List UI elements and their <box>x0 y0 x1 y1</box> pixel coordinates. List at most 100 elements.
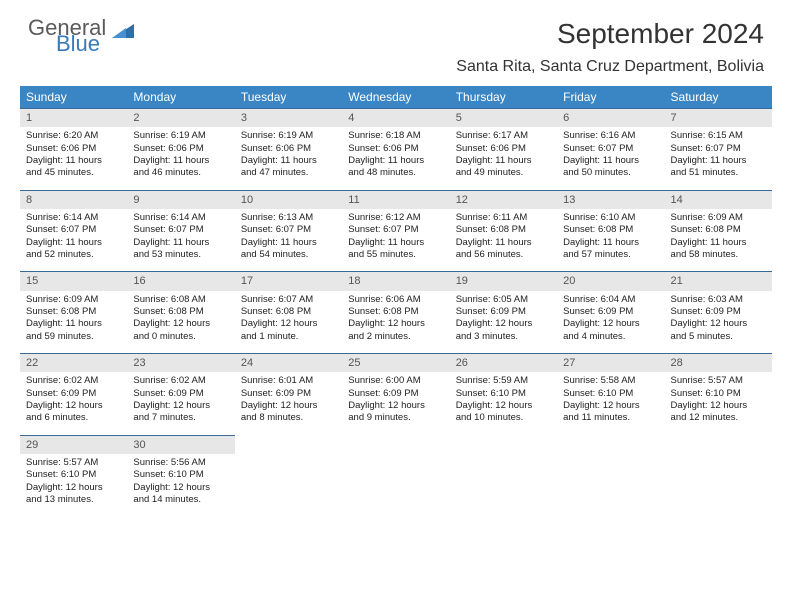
day-sunset-line: Sunset: 6:08 PM <box>671 224 766 236</box>
day-day2-line: and 4 minutes. <box>563 331 658 343</box>
day-sunrise-line: Sunrise: 6:10 AM <box>563 212 658 224</box>
day-details: Sunrise: 6:06 AMSunset: 6:08 PMDaylight:… <box>342 291 449 353</box>
day-day1-line: Daylight: 12 hours <box>348 318 443 330</box>
day-day2-line: and 50 minutes. <box>563 167 658 179</box>
day-day2-line: and 56 minutes. <box>456 249 551 261</box>
day-sunrise-line: Sunrise: 6:12 AM <box>348 212 443 224</box>
day-day1-line: Daylight: 11 hours <box>26 318 121 330</box>
day-number: 21 <box>665 272 772 290</box>
day-details: Sunrise: 6:11 AMSunset: 6:08 PMDaylight:… <box>450 209 557 271</box>
day-number: 2 <box>127 109 234 127</box>
day-day1-line: Daylight: 11 hours <box>456 237 551 249</box>
day-day1-line: Daylight: 11 hours <box>241 237 336 249</box>
calendar-day-cell: 26Sunrise: 5:59 AMSunset: 6:10 PMDayligh… <box>450 354 557 436</box>
brand-logo: General Blue <box>28 18 134 54</box>
day-sunset-line: Sunset: 6:08 PM <box>563 224 658 236</box>
calendar-day-cell: 29Sunrise: 5:57 AMSunset: 6:10 PMDayligh… <box>20 435 127 516</box>
location-subtitle: Santa Rita, Santa Cruz Department, Boliv… <box>456 58 764 76</box>
day-details: Sunrise: 5:59 AMSunset: 6:10 PMDaylight:… <box>450 372 557 434</box>
day-day2-line: and 54 minutes. <box>241 249 336 261</box>
day-header: Saturday <box>665 86 772 109</box>
day-day2-line: and 12 minutes. <box>671 412 766 424</box>
day-day1-line: Daylight: 12 hours <box>241 318 336 330</box>
calendar-day-cell: 10Sunrise: 6:13 AMSunset: 6:07 PMDayligh… <box>235 190 342 272</box>
brand-text: General Blue <box>28 18 106 54</box>
calendar-day-cell: 7Sunrise: 6:15 AMSunset: 6:07 PMDaylight… <box>665 109 772 191</box>
day-header: Friday <box>557 86 664 109</box>
day-number: 9 <box>127 191 234 209</box>
day-number: 3 <box>235 109 342 127</box>
day-sunrise-line: Sunrise: 5:57 AM <box>671 375 766 387</box>
day-day2-line: and 6 minutes. <box>26 412 121 424</box>
day-day1-line: Daylight: 12 hours <box>133 400 228 412</box>
brand-name-2: Blue <box>56 34 106 54</box>
calendar-day-cell: 11Sunrise: 6:12 AMSunset: 6:07 PMDayligh… <box>342 190 449 272</box>
day-sunset-line: Sunset: 6:09 PM <box>241 388 336 400</box>
day-number: 17 <box>235 272 342 290</box>
day-details: Sunrise: 6:05 AMSunset: 6:09 PMDaylight:… <box>450 291 557 353</box>
day-day2-line: and 1 minute. <box>241 331 336 343</box>
calendar-day-cell: 18Sunrise: 6:06 AMSunset: 6:08 PMDayligh… <box>342 272 449 354</box>
day-day1-line: Daylight: 12 hours <box>456 318 551 330</box>
day-sunrise-line: Sunrise: 6:07 AM <box>241 294 336 306</box>
day-day2-line: and 2 minutes. <box>348 331 443 343</box>
calendar-day-cell: 27Sunrise: 5:58 AMSunset: 6:10 PMDayligh… <box>557 354 664 436</box>
day-day1-line: Daylight: 11 hours <box>133 155 228 167</box>
day-number: 27 <box>557 354 664 372</box>
day-sunset-line: Sunset: 6:09 PM <box>133 388 228 400</box>
day-day1-line: Daylight: 11 hours <box>26 155 121 167</box>
day-sunset-line: Sunset: 6:09 PM <box>26 388 121 400</box>
day-details: Sunrise: 6:16 AMSunset: 6:07 PMDaylight:… <box>557 127 664 189</box>
calendar-day-cell: 9Sunrise: 6:14 AMSunset: 6:07 PMDaylight… <box>127 190 234 272</box>
day-details: Sunrise: 6:19 AMSunset: 6:06 PMDaylight:… <box>235 127 342 189</box>
day-sunrise-line: Sunrise: 6:01 AM <box>241 375 336 387</box>
day-sunset-line: Sunset: 6:06 PM <box>456 143 551 155</box>
day-sunset-line: Sunset: 6:07 PM <box>348 224 443 236</box>
day-sunrise-line: Sunrise: 6:09 AM <box>26 294 121 306</box>
day-number: 12 <box>450 191 557 209</box>
day-details: Sunrise: 6:03 AMSunset: 6:09 PMDaylight:… <box>665 291 772 353</box>
calendar-header-row: Sunday Monday Tuesday Wednesday Thursday… <box>20 86 772 109</box>
day-sunrise-line: Sunrise: 6:19 AM <box>241 130 336 142</box>
day-sunrise-line: Sunrise: 6:05 AM <box>456 294 551 306</box>
day-sunrise-line: Sunrise: 6:08 AM <box>133 294 228 306</box>
day-day1-line: Daylight: 11 hours <box>456 155 551 167</box>
calendar-day-cell: 25Sunrise: 6:00 AMSunset: 6:09 PMDayligh… <box>342 354 449 436</box>
day-details: Sunrise: 6:17 AMSunset: 6:06 PMDaylight:… <box>450 127 557 189</box>
day-sunset-line: Sunset: 6:08 PM <box>348 306 443 318</box>
day-sunset-line: Sunset: 6:10 PM <box>133 469 228 481</box>
day-number: 11 <box>342 191 449 209</box>
calendar-week-row: 22Sunrise: 6:02 AMSunset: 6:09 PMDayligh… <box>20 354 772 436</box>
day-number: 16 <box>127 272 234 290</box>
day-sunset-line: Sunset: 6:07 PM <box>133 224 228 236</box>
day-day2-line: and 52 minutes. <box>26 249 121 261</box>
day-details: Sunrise: 6:19 AMSunset: 6:06 PMDaylight:… <box>127 127 234 189</box>
day-header: Thursday <box>450 86 557 109</box>
calendar-day-cell <box>235 435 342 516</box>
day-header: Tuesday <box>235 86 342 109</box>
day-day1-line: Daylight: 11 hours <box>133 237 228 249</box>
day-day2-line: and 11 minutes. <box>563 412 658 424</box>
day-sunrise-line: Sunrise: 6:03 AM <box>671 294 766 306</box>
day-details: Sunrise: 6:12 AMSunset: 6:07 PMDaylight:… <box>342 209 449 271</box>
calendar-body: 1Sunrise: 6:20 AMSunset: 6:06 PMDaylight… <box>20 109 772 517</box>
day-number: 14 <box>665 191 772 209</box>
day-day2-line: and 0 minutes. <box>133 331 228 343</box>
day-number: 19 <box>450 272 557 290</box>
calendar-day-cell <box>557 435 664 516</box>
day-details: Sunrise: 6:08 AMSunset: 6:08 PMDaylight:… <box>127 291 234 353</box>
day-sunset-line: Sunset: 6:06 PM <box>26 143 121 155</box>
day-details: Sunrise: 6:14 AMSunset: 6:07 PMDaylight:… <box>20 209 127 271</box>
calendar-day-cell <box>342 435 449 516</box>
calendar-day-cell: 1Sunrise: 6:20 AMSunset: 6:06 PMDaylight… <box>20 109 127 191</box>
day-day2-line: and 57 minutes. <box>563 249 658 261</box>
day-details: Sunrise: 6:13 AMSunset: 6:07 PMDaylight:… <box>235 209 342 271</box>
day-day2-line: and 47 minutes. <box>241 167 336 179</box>
day-number: 20 <box>557 272 664 290</box>
day-day1-line: Daylight: 11 hours <box>348 155 443 167</box>
day-sunrise-line: Sunrise: 5:59 AM <box>456 375 551 387</box>
calendar-day-cell: 24Sunrise: 6:01 AMSunset: 6:09 PMDayligh… <box>235 354 342 436</box>
day-sunrise-line: Sunrise: 6:15 AM <box>671 130 766 142</box>
day-day2-line: and 59 minutes. <box>26 331 121 343</box>
day-details: Sunrise: 5:57 AMSunset: 6:10 PMDaylight:… <box>20 454 127 516</box>
